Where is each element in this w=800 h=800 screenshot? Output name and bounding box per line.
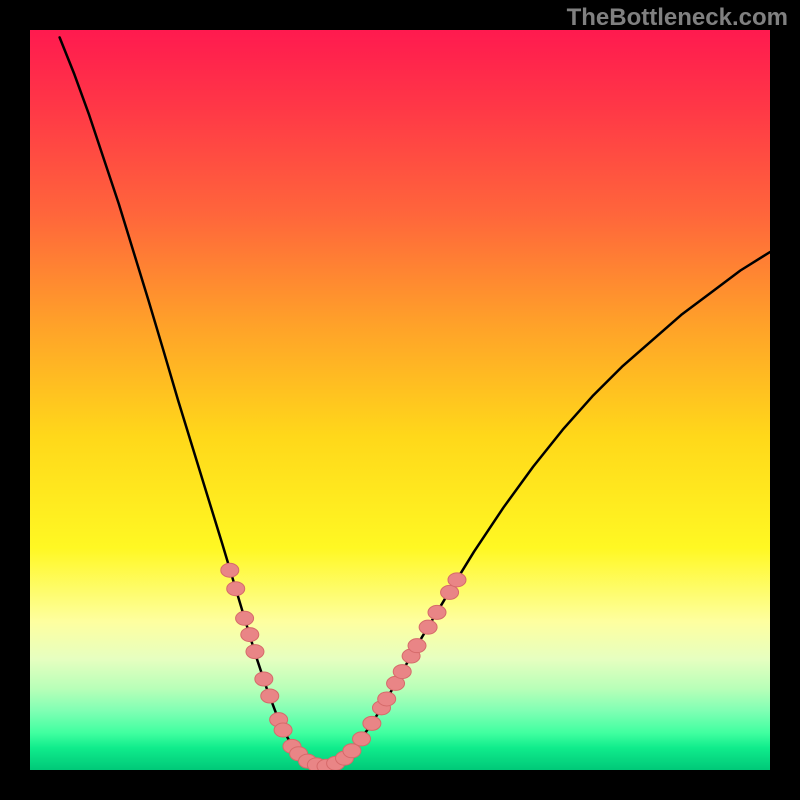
data-marker — [448, 573, 466, 587]
data-marker — [246, 645, 264, 659]
data-marker — [441, 585, 459, 599]
data-marker — [393, 665, 411, 679]
watermark-text: TheBottleneck.com — [567, 4, 788, 32]
data-marker — [255, 672, 273, 686]
bottleneck-chart: TheBottleneck.com — [0, 0, 800, 800]
data-marker — [236, 611, 254, 625]
chart-svg — [0, 0, 800, 800]
data-marker — [408, 639, 426, 653]
data-marker — [227, 582, 245, 596]
data-marker — [274, 723, 292, 737]
data-marker — [419, 620, 437, 634]
data-marker — [363, 716, 381, 730]
data-marker — [261, 689, 279, 703]
data-marker — [353, 732, 371, 746]
data-marker — [241, 628, 259, 642]
data-marker — [221, 563, 239, 577]
data-marker — [428, 605, 446, 619]
data-marker — [378, 692, 396, 706]
